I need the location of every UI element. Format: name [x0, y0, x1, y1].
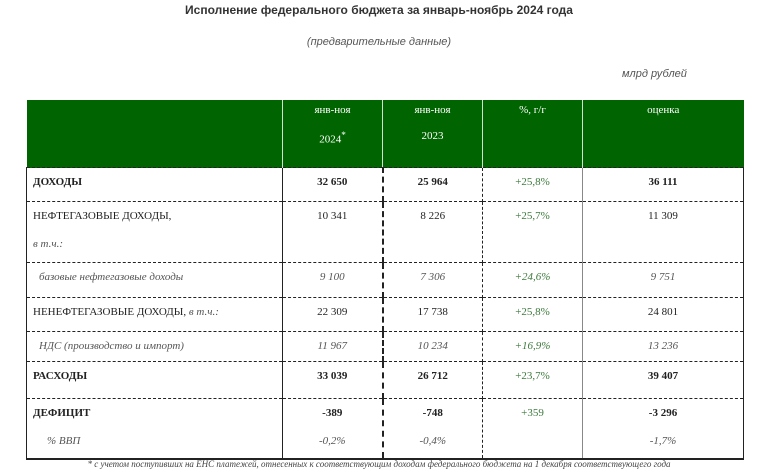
- row-label: РАСХОДЫ: [26, 361, 283, 399]
- cell-estimate: 9 751: [582, 262, 744, 298]
- cell-2024: 22 309: [282, 297, 383, 332]
- table-row: НДС (производство и импорт) 11 967 10 23…: [26, 331, 744, 362]
- header-2024: янв-ноя 2024*: [282, 100, 383, 168]
- page-title: Исполнение федерального бюджета за январ…: [185, 3, 573, 17]
- cell-2023: 7 306: [381, 262, 483, 298]
- cell-estimate: 36 111: [582, 167, 744, 202]
- cell-2024: 10 341: [282, 201, 383, 263]
- cell-estimate: 39 407: [582, 361, 744, 399]
- header-yoy: %, г/г: [482, 100, 583, 168]
- subtitle: (предварительные данные): [306, 36, 452, 48]
- cell-2024: 32 650: [282, 167, 383, 202]
- header-label: [26, 100, 283, 168]
- row-label: ДОХОДЫ: [26, 167, 283, 202]
- cell-yoy: +24,6%: [482, 262, 583, 298]
- table-row: ДОХОДЫ 32 650 25 964 +25,8% 36 111: [26, 167, 744, 202]
- table-row: базовые нефтегазовые доходы 9 100 7 306 …: [26, 262, 744, 298]
- table-row: ДЕФИЦИТ% ВВП -389 -0,2% -748 -0,4% +359 -3…: [26, 398, 744, 460]
- cell-yoy: +359: [482, 398, 583, 460]
- cell-estimate: 13 236: [582, 331, 744, 362]
- header-2023: янв-ноя 2023: [382, 100, 483, 168]
- cell-yoy: +23,7%: [482, 361, 583, 399]
- cell-estimate: 11 309: [582, 201, 744, 263]
- cell-estimate: -3 296 -1,7%: [582, 398, 744, 460]
- table-row: НЕНЕФТЕГАЗОВЫЕ ДОХОДЫ, в т.ч.: 22 309 17…: [26, 297, 744, 332]
- cell-2023: 10 234: [381, 331, 483, 362]
- cell-2023: 17 738: [381, 297, 483, 332]
- cell-yoy: +25,7%: [482, 201, 583, 263]
- cell-yoy: +16,9%: [482, 331, 583, 362]
- cell-2024: 11 967: [282, 331, 383, 362]
- footnote: * с учетом поступивших на ЕНС платежей, …: [87, 459, 671, 469]
- header-estimate: оценка: [582, 100, 744, 168]
- row-label: НЕНЕФТЕГАЗОВЫЕ ДОХОДЫ, в т.ч.:: [26, 297, 283, 332]
- cell-2024: -389 -0,2%: [282, 398, 383, 460]
- budget-table: янв-ноя 2024* янв-ноя 2023 %, г/г оценка Д…: [26, 100, 744, 460]
- cell-2024: 33 039: [282, 361, 383, 399]
- cell-yoy: +25,8%: [482, 167, 583, 202]
- table-header: янв-ноя 2024* янв-ноя 2023 %, г/г оценка: [26, 100, 744, 168]
- cell-2023: 25 964: [381, 167, 483, 202]
- row-label: ДЕФИЦИТ% ВВП: [26, 398, 283, 460]
- cell-2023: 8 226: [381, 201, 483, 263]
- cell-2023: 26 712: [381, 361, 483, 399]
- cell-2023: -748 -0,4%: [381, 398, 483, 460]
- row-label: базовые нефтегазовые доходы: [26, 262, 283, 298]
- table-row: НЕФТЕГАЗОВЫЕ ДОХОДЫ, в т.ч.: 10 341 8 226…: [26, 201, 744, 263]
- cell-2024: 9 100: [282, 262, 383, 298]
- cell-estimate: 24 801: [582, 297, 744, 332]
- cell-yoy: +25,8%: [482, 297, 583, 332]
- units-label: млрд рублей: [622, 68, 687, 80]
- row-label: НЕФТЕГАЗОВЫЕ ДОХОДЫ, в т.ч.:: [26, 201, 283, 263]
- table-row: РАСХОДЫ 33 039 26 712 +23,7% 39 407: [26, 361, 744, 399]
- row-label: НДС (производство и импорт): [26, 331, 283, 362]
